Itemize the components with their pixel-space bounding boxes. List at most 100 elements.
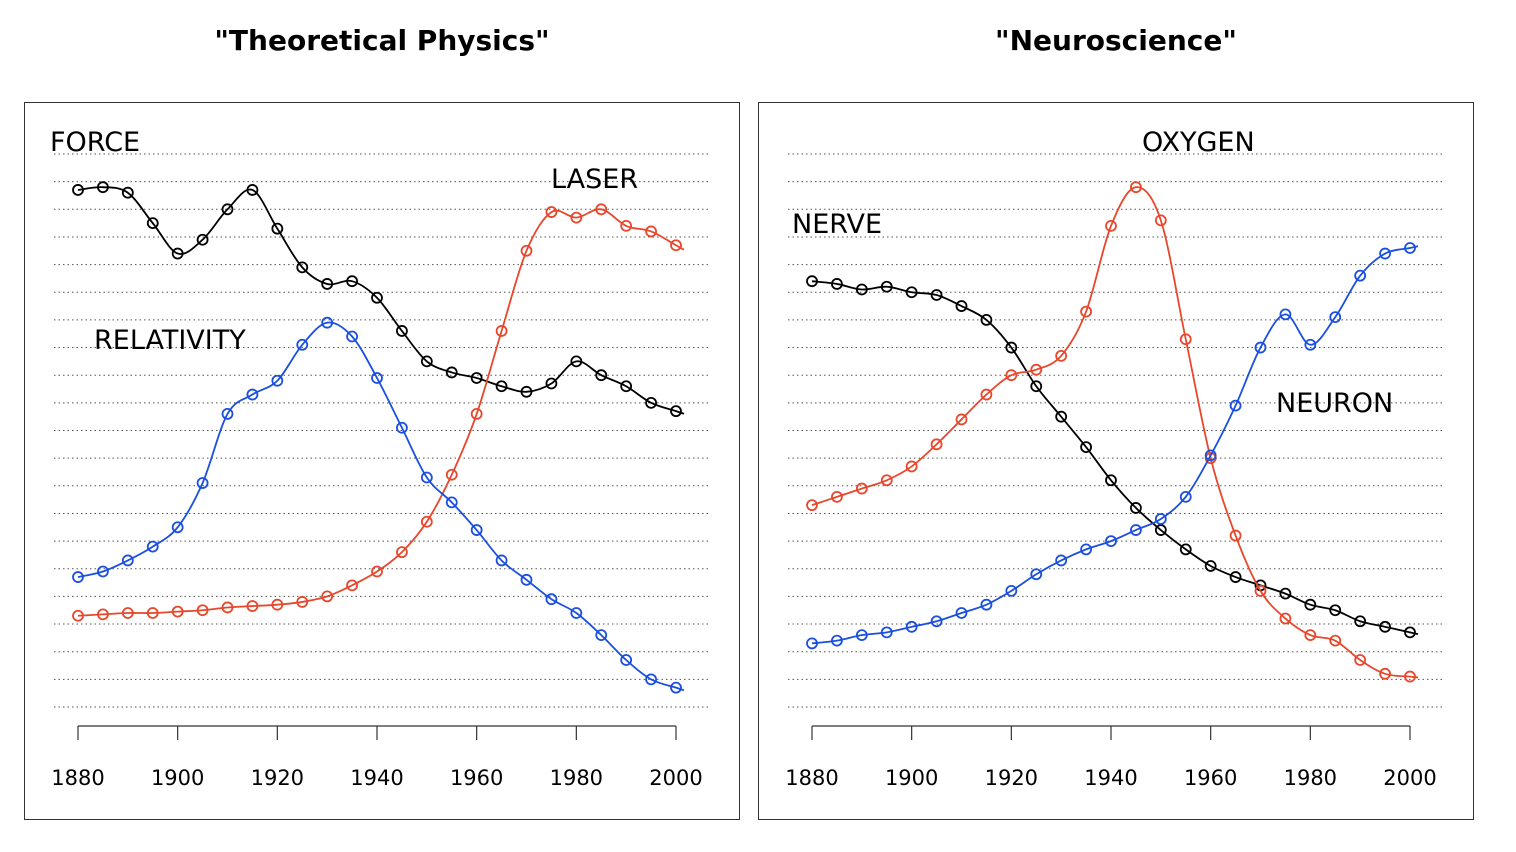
- data-point: [221, 408, 234, 420]
- data-point: [346, 275, 358, 288]
- data-point: [620, 380, 633, 393]
- data-point: [806, 275, 818, 288]
- x-tick-label: 1880: [51, 766, 104, 790]
- data-point: [97, 608, 109, 621]
- data-point: [831, 634, 843, 647]
- series-laser: [72, 203, 685, 622]
- data-point: [97, 565, 109, 578]
- data-point: [1204, 560, 1217, 572]
- data-point: [346, 579, 358, 592]
- data-point: [1404, 242, 1416, 254]
- data-point: [980, 598, 993, 611]
- x-tick-label: 1880: [785, 766, 838, 790]
- data-point: [396, 421, 408, 434]
- data-point: [296, 596, 309, 608]
- series-neuron: [806, 242, 1419, 650]
- series-label-neuron: NEURON: [1276, 388, 1393, 419]
- data-point: [1229, 399, 1242, 412]
- data-point: [1379, 667, 1391, 680]
- data-point: [806, 637, 818, 650]
- data-point: [570, 355, 583, 368]
- series-oxygen: [806, 181, 1419, 683]
- x-tick-label: 1960: [450, 766, 503, 790]
- data-point: [470, 372, 483, 384]
- physics-line-chart: 1880 1900 1920 1940 1960 1980 2000 FORCE LASER RE…: [50, 127, 710, 790]
- data-point: [980, 313, 993, 326]
- neuroscience-line-chart: 1880 1900 1920 1940 1960 1980 2000 NERVE OXYGEN N…: [785, 127, 1444, 790]
- data-point: [1105, 535, 1117, 548]
- data-point: [806, 499, 818, 512]
- data-point: [1154, 524, 1167, 536]
- data-point: [1030, 380, 1043, 393]
- data-point: [271, 598, 284, 611]
- data-point: [645, 225, 657, 238]
- data-point: [346, 330, 358, 343]
- data-point: [545, 206, 558, 218]
- data-point: [146, 607, 159, 619]
- data-point: [271, 374, 284, 387]
- series-line: [77, 321, 685, 692]
- data-point: [1379, 620, 1391, 633]
- data-point: [1130, 181, 1142, 194]
- data-point: [1005, 369, 1018, 382]
- x-tick-label: 1900: [151, 766, 204, 790]
- data-point: [930, 438, 943, 451]
- data-point: [670, 239, 682, 252]
- data-point: [520, 244, 533, 257]
- data-point: [1304, 629, 1317, 642]
- data-point: [855, 482, 868, 495]
- data-point: [670, 681, 682, 694]
- data-point: [620, 654, 633, 666]
- data-point: [1354, 654, 1367, 666]
- gridlines: [54, 153, 710, 708]
- panel-frame-neuroscience: [758, 102, 1474, 820]
- data-point: [595, 369, 608, 382]
- panel-title-neuroscience: "Neuroscience": [995, 24, 1237, 57]
- data-point: [1229, 571, 1242, 583]
- data-point: [1154, 513, 1167, 525]
- data-point: [595, 203, 608, 216]
- data-point: [470, 408, 483, 420]
- data-point: [371, 372, 383, 384]
- data-point: [880, 626, 893, 639]
- data-point: [296, 338, 309, 351]
- data-point: [246, 184, 259, 196]
- data-point: [1105, 474, 1117, 487]
- data-point: [196, 477, 209, 489]
- data-point: [1154, 214, 1167, 227]
- data-point: [1354, 269, 1367, 282]
- data-point: [246, 388, 259, 401]
- x-tick-label: 2000: [1383, 766, 1436, 790]
- data-point: [880, 280, 893, 293]
- data-point: [121, 186, 134, 199]
- data-point: [1329, 634, 1342, 647]
- data-point: [645, 396, 657, 409]
- data-point: [420, 515, 433, 528]
- data-point: [1179, 490, 1192, 503]
- data-point: [72, 609, 84, 622]
- data-point: [445, 366, 458, 379]
- data-point: [1329, 604, 1342, 617]
- data-point: [371, 291, 383, 304]
- data-point: [171, 247, 184, 260]
- data-point: [905, 286, 918, 299]
- x-tick-label: 1920: [251, 766, 304, 790]
- data-point: [196, 233, 209, 246]
- data-point: [1080, 305, 1092, 318]
- data-point: [146, 217, 159, 230]
- data-point: [520, 573, 533, 586]
- data-point: [880, 474, 893, 487]
- x-tick-label: 1940: [1084, 766, 1137, 790]
- data-point: [1204, 449, 1217, 462]
- data-point: [420, 355, 433, 368]
- data-point: [495, 380, 508, 393]
- series-nerve: [806, 275, 1419, 639]
- gridlines: [788, 153, 1444, 708]
- data-point: [1329, 311, 1342, 324]
- data-point: [570, 607, 583, 619]
- x-tick-label: 1980: [550, 766, 603, 790]
- data-point: [905, 460, 918, 473]
- data-point: [1229, 529, 1242, 542]
- data-point: [955, 607, 968, 619]
- data-point: [831, 278, 843, 290]
